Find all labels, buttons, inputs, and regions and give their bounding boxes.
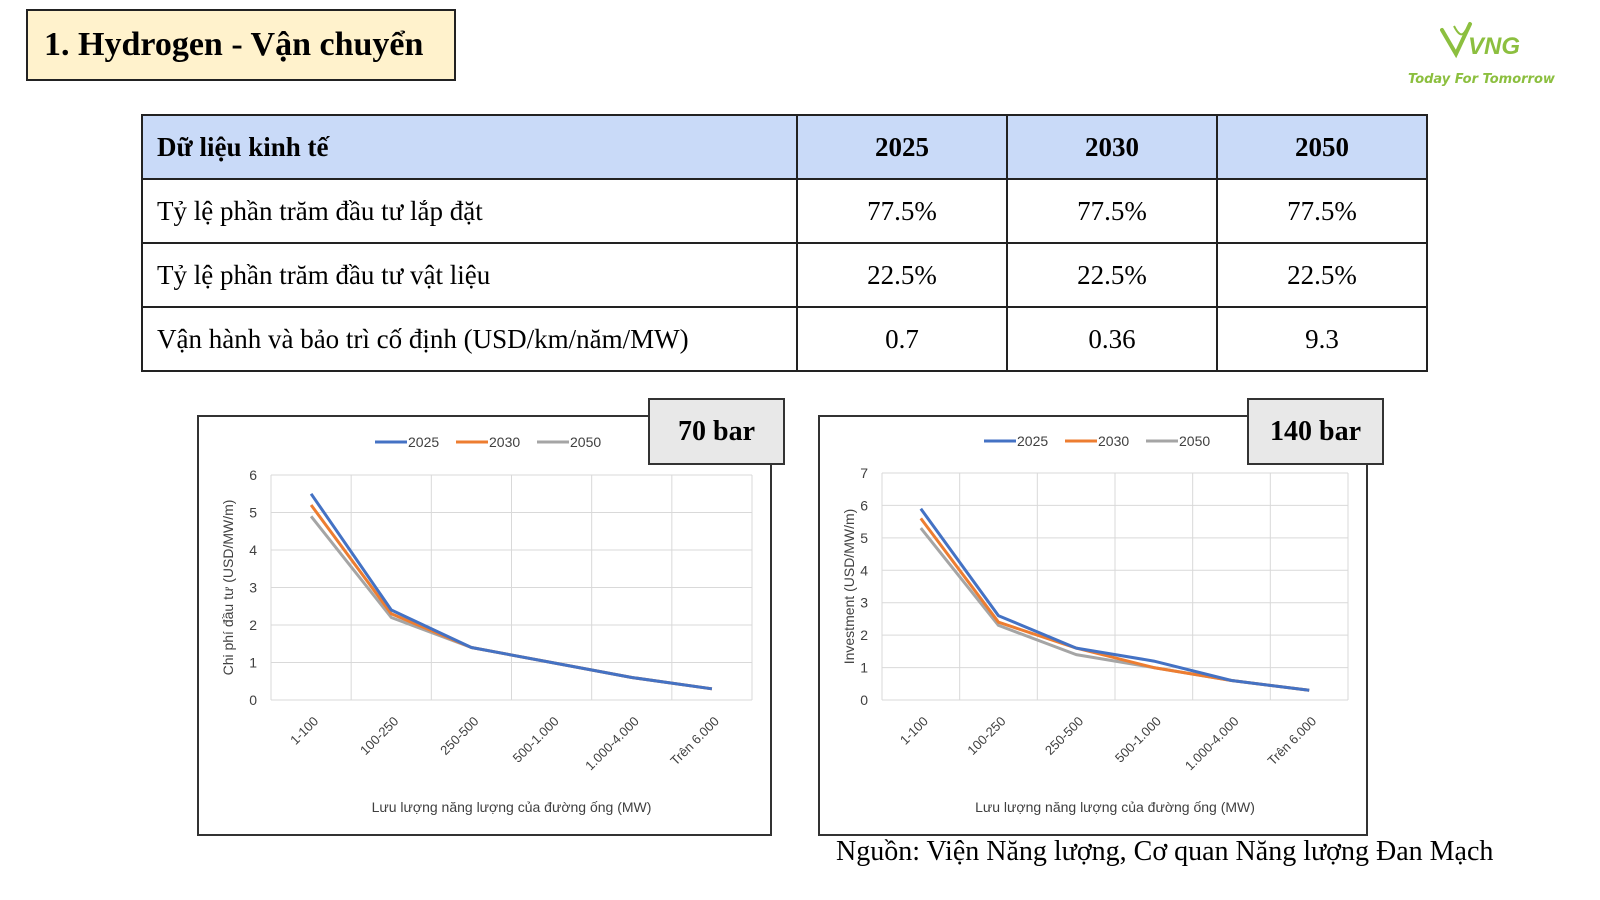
x-tick-label: 500-1.000 <box>1112 714 1164 766</box>
chart-badge-140-bar: 140 bar <box>1247 398 1384 465</box>
chart-70-bar: 0 1 2 3 4 5 6 1-100 100-250 250-500 500-1.000 1.000… <box>197 415 772 836</box>
economic-data-table: Dữ liệu kinh tế 2025 2030 2050 Tỷ lệ phầ… <box>141 114 1428 372</box>
table-row: Vận hành và bảo trì cố định (USD/km/năm/… <box>141 306 1428 372</box>
x-axis-title: Lưu lượng năng lượng của đường ống (MW) <box>975 799 1255 815</box>
y-tick-label: 0 <box>860 692 868 708</box>
table-cell: 22.5% <box>1006 242 1218 308</box>
table-cell: 77.5% <box>796 178 1008 244</box>
vnge-logo-icon: VNGE <box>1440 22 1520 60</box>
y-tick-label: 4 <box>249 542 257 558</box>
x-tick-label: 100-250 <box>357 714 401 758</box>
table-cell: 22.5% <box>1216 242 1428 308</box>
y-tick-label: 2 <box>860 627 868 643</box>
x-tick-label: 250-500 <box>437 714 481 758</box>
table-cell: 77.5% <box>1216 178 1428 244</box>
table-cell: 0.36 <box>1006 306 1218 372</box>
x-tick-label: 1-100 <box>897 714 931 748</box>
logo-tagline: Today For Tomorrow <box>1408 72 1555 87</box>
table-cell: 9.3 <box>1216 306 1428 372</box>
table-header: 2025 <box>796 114 1008 180</box>
y-tick-label: 1 <box>249 655 257 671</box>
y-tick-label: 5 <box>860 530 868 546</box>
x-tick-label: 1-100 <box>287 714 321 748</box>
slide-title-box: 1. Hydrogen - Vận chuyển <box>26 9 456 81</box>
table-header: 2030 <box>1006 114 1218 180</box>
legend-label: 2030 <box>1098 433 1129 449</box>
chart-badge-70-bar: 70 bar <box>648 398 785 465</box>
x-tick-label: 100-250 <box>964 714 1008 758</box>
y-tick-label: 4 <box>860 562 868 578</box>
series-line-2025 <box>919 507 1310 692</box>
chart-canvas: 0 1 2 3 4 5 6 1-100 100-250 250-500 500-1.000 1.000… <box>220 434 753 815</box>
chart-canvas: 0 1 2 3 4 5 6 7 1-100 100-250 250-500 500-1.000 1.00… <box>841 433 1349 815</box>
y-tick-label: 2 <box>249 617 257 633</box>
legend-label: 2025 <box>408 434 439 450</box>
table-header: Dữ liệu kinh tế <box>141 114 798 180</box>
x-tick-label: 500-1.000 <box>510 714 562 766</box>
slide-title: 1. Hydrogen - Vận chuyển <box>44 26 424 63</box>
table-row: Tỷ lệ phần trăm đầu tư vật liệu 22.5% 22… <box>141 242 1428 308</box>
chart-140-bar: 0 1 2 3 4 5 6 7 1-100 100-250 250-500 500-1.000 1.00… <box>818 415 1368 836</box>
row-label: Vận hành và bảo trì cố định (USD/km/năm/… <box>141 306 798 372</box>
row-label: Tỷ lệ phần trăm đầu tư lắp đặt <box>141 178 798 244</box>
y-tick-label: 7 <box>860 465 868 481</box>
y-tick-label: 1 <box>860 660 868 676</box>
table-header: 2050 <box>1216 114 1428 180</box>
table-row: Tỷ lệ phần trăm đầu tư lắp đặt 77.5% 77.… <box>141 178 1428 244</box>
table-cell: 77.5% <box>1006 178 1218 244</box>
y-tick-label: 6 <box>860 497 868 513</box>
x-tick-label: 1.000-4.000 <box>582 714 642 774</box>
legend-label: 2025 <box>1017 433 1048 449</box>
y-tick-label: 0 <box>249 692 257 708</box>
table-cell: 0.7 <box>796 306 1008 372</box>
y-tick-label: 6 <box>249 467 257 483</box>
y-tick-label: 3 <box>860 595 868 611</box>
legend-label: 2050 <box>1179 433 1210 449</box>
row-label: Tỷ lệ phần trăm đầu tư vật liệu <box>141 242 798 308</box>
series-line-2025 <box>309 492 713 691</box>
logo-brand: VNGE <box>1468 33 1520 60</box>
legend-label: 2030 <box>489 434 520 450</box>
y-tick-label: 3 <box>249 580 257 596</box>
x-tick-label: Trên 6.000 <box>667 714 722 769</box>
x-tick-label: 250-500 <box>1042 714 1086 758</box>
source-note: Nguồn: Viện Năng lượng, Cơ quan Năng lượ… <box>836 836 1494 867</box>
legend-label: 2050 <box>570 434 601 450</box>
x-tick-label: 1.000-4.000 <box>1182 714 1242 774</box>
table-cell: 22.5% <box>796 242 1008 308</box>
x-tick-label: Trên 6.000 <box>1265 714 1320 769</box>
y-axis-title: Chi phí đầu tư (USD/MW/m) <box>220 500 236 676</box>
vnge-logo: VNGE Today For Tomorrow <box>1400 18 1560 98</box>
table-header-row: Dữ liệu kinh tế 2025 2030 2050 <box>141 114 1428 180</box>
y-tick-label: 5 <box>249 505 257 521</box>
y-axis-title: Investment (USD/MW/m) <box>841 509 857 665</box>
x-axis-title: Lưu lượng năng lượng của đường ống (MW) <box>372 799 652 815</box>
